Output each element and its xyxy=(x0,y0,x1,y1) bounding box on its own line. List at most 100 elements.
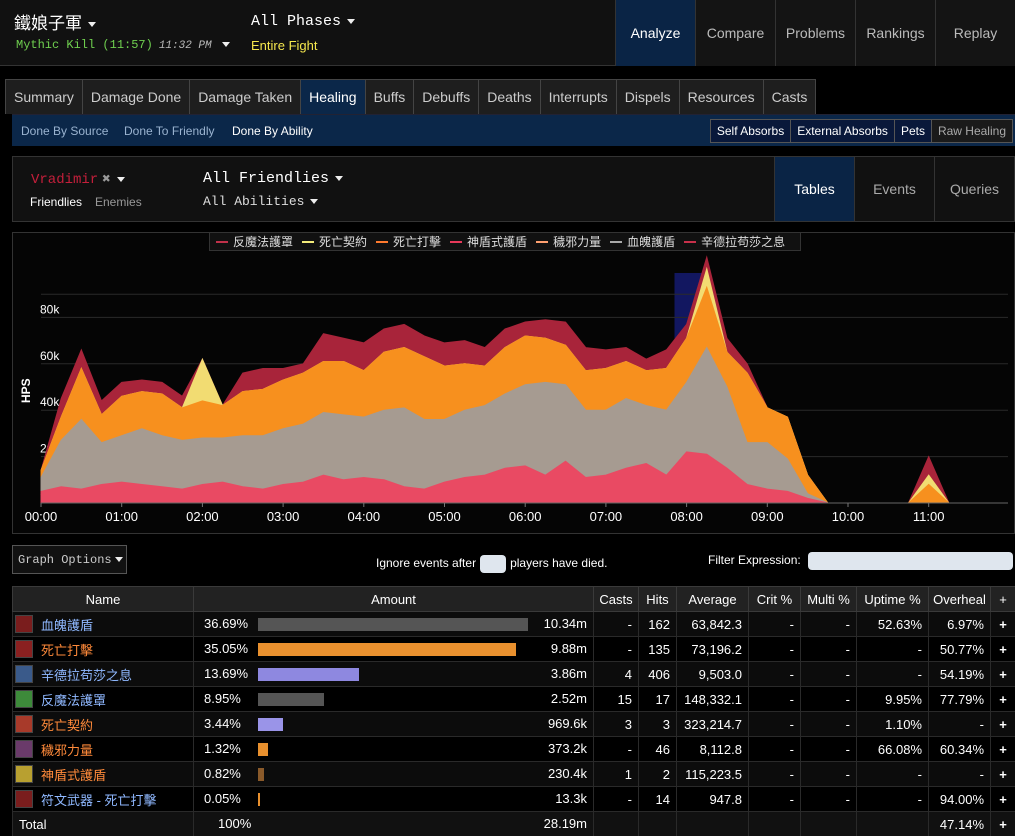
filter-expression-label: Filter Expression: xyxy=(708,553,801,567)
tab-damage-taken[interactable]: Damage Taken xyxy=(189,79,302,114)
table-row[interactable]: 穢邪力量 1.32% 373.2k -46 8,112.8- -66.08% 60.34% + xyxy=(12,736,1015,762)
tab-damage-done[interactable]: Damage Done xyxy=(81,79,191,114)
expand-row-button[interactable]: + xyxy=(990,661,1015,687)
healing-chart[interactable]: 0k20k40k60k80kHPS00:0001:0002:0003:0004:… xyxy=(12,232,1015,534)
expand-row-button[interactable]: + xyxy=(990,636,1015,662)
nav-rankings[interactable]: Rankings xyxy=(855,0,935,66)
tab-summary[interactable]: Summary xyxy=(5,79,83,114)
ability-icon xyxy=(15,640,33,658)
nav-analyze[interactable]: Analyze xyxy=(615,0,695,66)
chart-canvas[interactable]: 0k20k40k60k80kHPS00:0001:0002:0003:0004:… xyxy=(13,233,1014,533)
ability-name-cell[interactable]: 神盾式護盾 xyxy=(12,761,194,787)
ability-name[interactable]: 血魄護盾 xyxy=(41,617,94,633)
nav-problems[interactable]: Problems xyxy=(775,0,855,66)
col-average[interactable]: Average xyxy=(676,586,749,612)
tab-buffs[interactable]: Buffs xyxy=(364,79,415,114)
ability-name[interactable]: 反魔法護罩 xyxy=(41,692,107,708)
col-overheal[interactable]: Overheal xyxy=(928,586,991,612)
tab-casts[interactable]: Casts xyxy=(762,79,817,114)
table-row[interactable]: 辛德拉苟莎之息 13.69% 3.86m 4 406 9,503.0- - -54.19% + xyxy=(12,661,1015,687)
crit-cell: - xyxy=(748,711,801,737)
friendlies-link[interactable]: Friendlies xyxy=(30,195,83,209)
done-by-ability-link[interactable]: Done By Ability xyxy=(232,124,313,138)
ability-name[interactable]: 穢邪力量 xyxy=(41,742,94,758)
expand-row-button[interactable]: + xyxy=(990,736,1015,762)
chevron-down-icon xyxy=(310,199,319,205)
view-tab-events[interactable]: Events xyxy=(854,157,934,221)
table-row[interactable]: 血魄護盾 36.69% 10.34m -162 63,842.3- -52.63% 6.97… xyxy=(12,611,1015,637)
target-select[interactable]: All Friendlies xyxy=(203,170,344,187)
ability-name[interactable]: 死亡契約 xyxy=(41,717,94,733)
legend-item[interactable]: 穢邪力量 xyxy=(536,233,601,250)
legend-item[interactable]: 反魔法護罩 xyxy=(216,233,293,250)
col-hits[interactable]: Hits xyxy=(638,586,677,612)
ability-name[interactable]: 死亡打擊 xyxy=(41,642,94,658)
done-by-source-link[interactable]: Done By Source xyxy=(21,124,109,138)
ability-name[interactable]: 符文武器 - 死亡打擊 xyxy=(41,792,157,808)
legend-item[interactable]: 辛德拉苟莎之息 xyxy=(684,233,785,250)
self-absorbs-toggle[interactable]: Self Absorbs xyxy=(709,119,792,143)
view-tab-tables[interactable]: Tables xyxy=(774,157,854,221)
expand-row-button[interactable]: + xyxy=(990,786,1015,812)
col-name[interactable]: Name xyxy=(12,586,194,612)
crit-cell: - xyxy=(748,661,801,687)
done-to-friendly-link[interactable]: Done To Friendly xyxy=(124,124,215,138)
report-title[interactable]: 鐵娘子軍 xyxy=(14,9,96,34)
table-row[interactable]: 神盾式護盾 0.82% 230.4k 1 2 115,223.5- - - - + xyxy=(12,761,1015,787)
legend-swatch xyxy=(684,240,697,243)
table-row[interactable]: 死亡打擊 35.05% 9.88m -135 73,196.2- - -50.77% + xyxy=(12,636,1015,662)
legend-item[interactable]: 血魄護盾 xyxy=(610,233,675,250)
table-row[interactable]: 符文武器 - 死亡打擊 0.05% 13.3k -14 947.8- - -94.00% + xyxy=(12,786,1015,812)
col-amount[interactable]: Amount xyxy=(193,586,594,612)
legend-item[interactable]: 死亡契約 xyxy=(302,233,367,250)
add-column-button[interactable]: + xyxy=(990,586,1015,612)
tab-interrupts[interactable]: Interrupts xyxy=(539,79,617,114)
expand-row-button[interactable]: + xyxy=(990,761,1015,787)
ability-name[interactable]: 辛德拉苟莎之息 xyxy=(41,667,133,683)
col-uptime[interactable]: Uptime % xyxy=(856,586,929,612)
filter-expression-input[interactable] xyxy=(808,552,1013,570)
ability-name-cell[interactable]: 反魔法護罩 xyxy=(12,686,194,712)
ability-name-cell[interactable]: 穢邪力量 xyxy=(12,736,194,762)
raw-healing-toggle[interactable]: Raw Healing xyxy=(930,119,1013,143)
tab-deaths[interactable]: Deaths xyxy=(478,79,541,114)
tab-healing[interactable]: Healing xyxy=(300,79,366,114)
fight-range-label[interactable]: Entire Fight xyxy=(251,38,318,53)
close-icon[interactable]: ✖ xyxy=(102,172,111,188)
ability-select[interactable]: All Abilities xyxy=(203,194,319,209)
col-casts[interactable]: Casts xyxy=(593,586,639,612)
pets-toggle[interactable]: Pets xyxy=(893,119,932,143)
external-absorbs-toggle[interactable]: External Absorbs xyxy=(790,119,895,143)
ability-name-cell[interactable]: 符文武器 - 死亡打擊 xyxy=(12,786,194,812)
ability-name-cell[interactable]: 辛德拉苟莎之息 xyxy=(12,661,194,687)
expand-row-button[interactable]: + xyxy=(990,686,1015,712)
death-count-input[interactable] xyxy=(480,555,507,573)
kill-label: Mythic Kill (11:57) xyxy=(16,38,153,52)
ability-name[interactable]: 神盾式護盾 xyxy=(41,767,107,783)
expand-row-button[interactable]: + xyxy=(990,711,1015,737)
ability-name-cell[interactable]: 死亡契約 xyxy=(12,711,194,737)
tab-resources[interactable]: Resources xyxy=(678,79,764,114)
ability-name-cell[interactable]: 血魄護盾 xyxy=(12,611,194,637)
tab-dispels[interactable]: Dispels xyxy=(615,79,680,114)
expand-row-button[interactable]: + xyxy=(990,611,1015,637)
nav-replay[interactable]: Replay xyxy=(935,0,1015,66)
col-multi[interactable]: Multi % xyxy=(800,586,857,612)
expand-total-button[interactable]: + xyxy=(990,811,1015,836)
view-tab-queries[interactable]: Queries xyxy=(934,157,1014,221)
legend-item[interactable]: 死亡打擊 xyxy=(376,233,441,250)
player-filter[interactable]: Vradimir ✖ xyxy=(31,171,125,188)
tab-debuffs[interactable]: Debuffs xyxy=(413,79,480,114)
amount-percent: 35.05% xyxy=(204,641,249,656)
fight-selector[interactable]: Mythic Kill (11:57) 11:32 PM xyxy=(16,38,230,52)
table-row[interactable]: 死亡契約 3.44% 969.6k 3 3 323,214.7- -1.10% - + xyxy=(12,711,1015,737)
phase-select[interactable]: All Phases xyxy=(251,13,356,30)
nav-compare[interactable]: Compare xyxy=(695,0,775,66)
table-row[interactable]: 反魔法護罩 8.95% 2.52m 15 17 148,332.1- -9.95% 77.79… xyxy=(12,686,1015,712)
average-cell: 9,503.0 xyxy=(676,661,749,687)
ability-name-cell[interactable]: 死亡打擊 xyxy=(12,636,194,662)
graph-options-button[interactable]: Graph Options xyxy=(12,545,127,574)
col-crit[interactable]: Crit % xyxy=(748,586,801,612)
legend-item[interactable]: 神盾式護盾 xyxy=(450,233,527,250)
enemies-link[interactable]: Enemies xyxy=(95,195,142,209)
